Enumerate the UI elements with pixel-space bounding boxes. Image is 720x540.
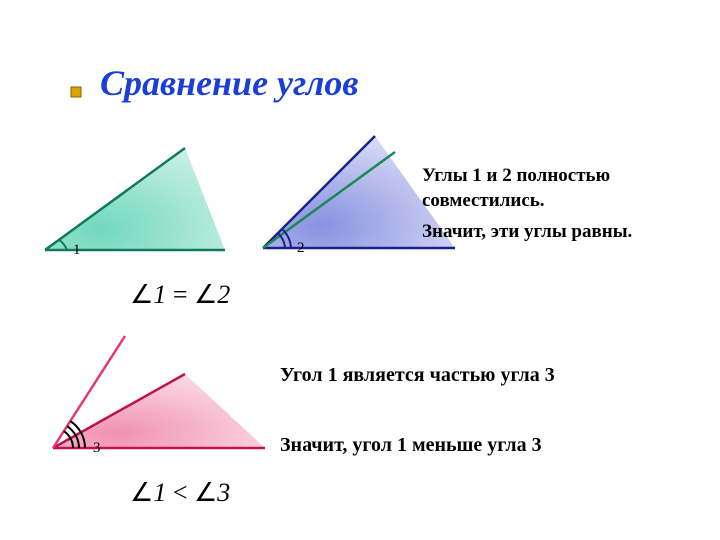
svg-text:1: 1 <box>73 242 81 258</box>
text-angles-equal: Значит, эти углы равны. <box>422 220 702 245</box>
text-angle1-less-than-3: Значит, угол 1 меньше угла 3 <box>280 432 680 458</box>
text-angles-coincide: Углы 1 и 2 полностью совместились. <box>422 164 692 213</box>
text-angle1-part-of-3: Угол 1 является частью угла 3 <box>280 362 680 388</box>
angle-3-diagram: 3 <box>35 330 275 460</box>
angle-1-diagram: 1 <box>35 140 235 260</box>
equation-angle1-lt-angle3: ∠1 < ∠3 <box>130 478 230 508</box>
page-title: Сравнение углов <box>100 62 358 104</box>
title-bullet <box>70 85 82 97</box>
equation-angle1-eq-angle2: ∠1 = ∠2 <box>130 280 230 310</box>
svg-text:2: 2 <box>297 240 305 256</box>
svg-text:3: 3 <box>93 440 101 456</box>
